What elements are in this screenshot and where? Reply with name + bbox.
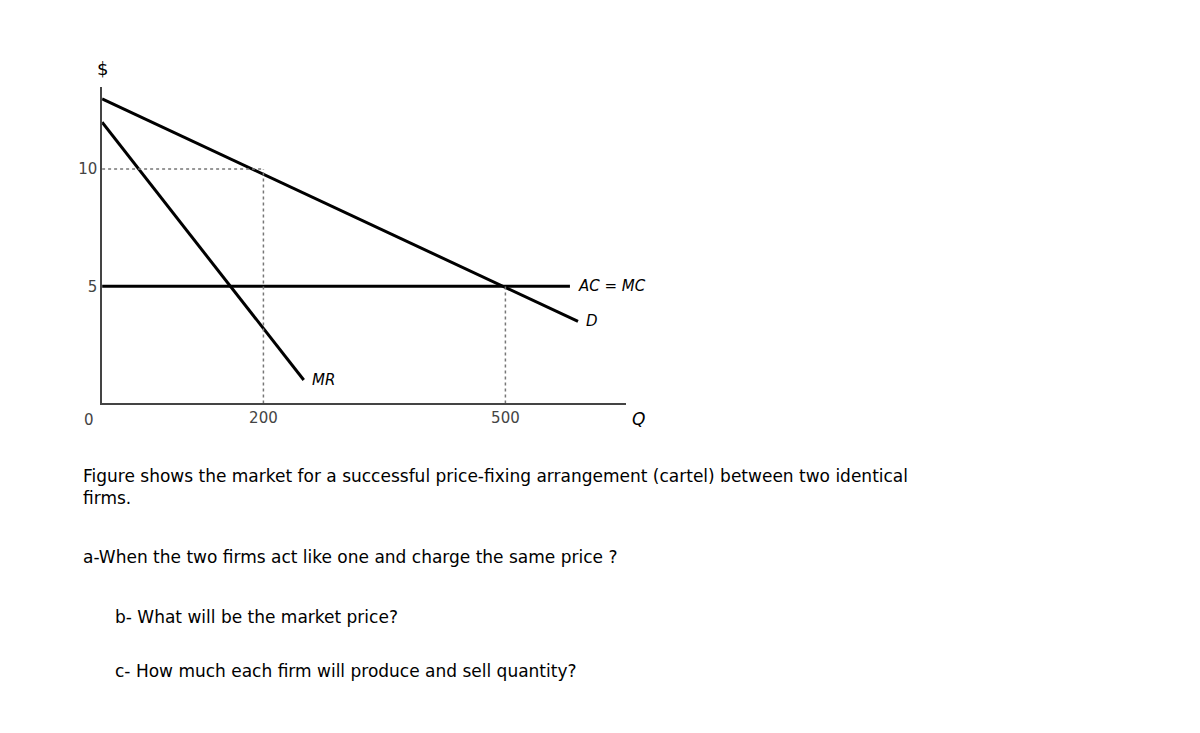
svg-text:MR: MR [312, 371, 335, 389]
svg-text:Q: Q [632, 409, 645, 429]
svg-text:Figure shows the market for a: Figure shows the market for a successful… [83, 466, 908, 508]
svg-text:$: $ [97, 58, 108, 79]
svg-text:D: D [586, 312, 598, 330]
svg-text:a-When the two firms act like: a-When the two firms act like one and ch… [83, 547, 617, 567]
svg-text:c- How much each firm will pro: c- How much each firm will produce and s… [115, 661, 577, 681]
svg-text:500: 500 [491, 409, 520, 427]
svg-text:0: 0 [84, 411, 94, 429]
svg-text:5: 5 [88, 278, 98, 296]
svg-text:200: 200 [249, 409, 278, 427]
svg-text:10: 10 [78, 160, 97, 178]
svg-text:b- What will be the market pri: b- What will be the market price? [115, 607, 398, 627]
svg-text:AC = MC: AC = MC [578, 277, 646, 295]
